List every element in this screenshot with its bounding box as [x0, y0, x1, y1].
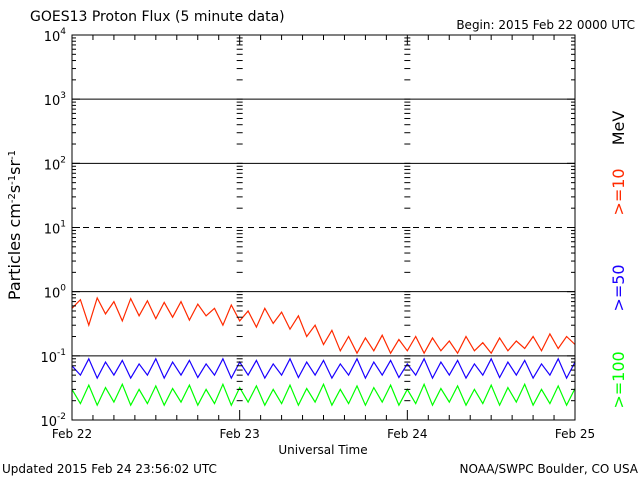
x-axis-title: Universal Time: [278, 443, 367, 457]
y-tick-label-5: 103: [44, 91, 66, 109]
x-tick-label-2: Feb 24: [387, 427, 427, 441]
y-tick-exp-0: -2: [57, 412, 66, 422]
y-tick-label-6: 104: [44, 27, 67, 45]
y-tick-label-4: 102: [44, 155, 66, 173]
y-tick-exp-4: 2: [60, 155, 66, 165]
begin-date-label: Begin: 2015 Feb 22 0000 UTC: [456, 18, 635, 32]
x-tick-labels: Feb 22 Feb 23 Feb 24 Feb 25: [52, 427, 595, 441]
series-label-ge10: >=10: [609, 168, 628, 215]
y-tick-base-1: 10: [40, 351, 57, 366]
y-tick-exp-5: 3: [60, 91, 66, 101]
y-tick-label-2: 100: [44, 284, 67, 302]
x-tick-label-0: Feb 22: [52, 427, 92, 441]
y-tick-exp-2: 0: [60, 284, 66, 294]
series-line-1: [71, 357, 576, 380]
series-label-ge50: >=50: [609, 264, 628, 311]
reference-lines: [72, 98, 575, 357]
chart-title: GOES13 Proton Flux (5 minute data): [30, 9, 285, 25]
updated-timestamp: Updated 2015 Feb 24 23:56:02 UTC: [2, 462, 217, 476]
x-tick-label-1: Feb 23: [219, 427, 259, 441]
y-tick-base-4: 10: [44, 158, 61, 173]
y-tick-label-3: 101: [44, 220, 66, 238]
y-tick-base-3: 10: [44, 223, 61, 238]
y-tick-base-2: 10: [44, 287, 61, 302]
energy-unit-label: MeV: [609, 111, 628, 146]
series-line-2: [71, 382, 576, 407]
y-tick-exp-6: 4: [60, 27, 66, 37]
series-label-ge100: >=100: [609, 351, 628, 408]
y-tick-label-0: 10-2: [40, 412, 66, 430]
x-tick-label-3: Feb 25: [555, 427, 595, 441]
source-credit: NOAA/SWPC Boulder, CO USA: [460, 462, 639, 476]
y-tick-exp-1: -1: [57, 348, 66, 358]
series-line-0: [71, 296, 576, 355]
axis-ticks: [71, 34, 576, 421]
y-tick-base-0: 10: [40, 415, 57, 430]
y-tick-base-6: 10: [44, 30, 61, 45]
y-axis-title: Particles cm-2s-1sr-1: [5, 150, 24, 300]
y-tick-label-1: 10-1: [40, 348, 66, 366]
plot-frame: [71, 34, 576, 421]
data-series: [71, 296, 576, 407]
y-tick-base-5: 10: [44, 94, 61, 109]
y-tick-exp-3: 1: [60, 220, 66, 230]
